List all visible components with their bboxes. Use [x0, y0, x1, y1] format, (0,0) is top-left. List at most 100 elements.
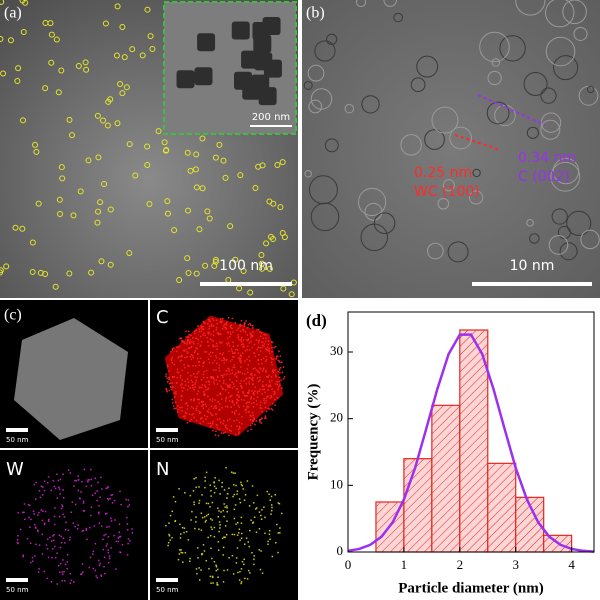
element-signal: [247, 430, 249, 432]
element-signal: [218, 332, 220, 335]
element-signal: [258, 380, 260, 383]
element-signal: [241, 352, 244, 354]
element-signal: [184, 356, 186, 359]
element-signal: [237, 571, 239, 574]
element-signal: [230, 425, 233, 427]
element-signal: [181, 552, 184, 554]
element-signal: [240, 380, 242, 382]
element-signal: [212, 398, 214, 400]
element-signal: [183, 527, 186, 529]
element-signal: [233, 533, 236, 536]
nanoparticle-marker: [171, 227, 178, 234]
element-signal: [226, 405, 229, 408]
element-signal: [225, 370, 227, 372]
nanoparticle-marker: [193, 270, 200, 277]
element-signal: [225, 426, 227, 429]
element-signal: [108, 555, 111, 557]
element-signal: [121, 543, 124, 546]
nanoparticle-marker: [7, 37, 14, 44]
element-signal: [195, 337, 198, 340]
element-signal: [262, 385, 264, 388]
element-signal: [256, 392, 259, 394]
element-signal: [233, 364, 235, 366]
element-signal: [259, 335, 262, 338]
nanoparticle-marker: [95, 208, 102, 215]
element-signal: [36, 529, 39, 532]
element-signal: [234, 472, 236, 474]
element-signal: [256, 348, 259, 351]
element-signal: [127, 542, 129, 545]
nanoparticle-marker: [0, 267, 4, 274]
element-signal: [249, 377, 252, 379]
element-signal: [171, 361, 174, 364]
element-signal: [272, 402, 274, 405]
element-signal: [268, 385, 270, 388]
element-signal: [198, 579, 201, 581]
element-signal: [256, 403, 258, 406]
element-signal: [221, 374, 224, 377]
element-signal: [241, 387, 243, 389]
element-signal: [62, 473, 64, 475]
element-signal: [166, 377, 168, 379]
element-signal: [100, 525, 103, 527]
nanoparticle-marker: [266, 265, 273, 272]
nanoparticle-marker: [66, 270, 73, 277]
element-signal: [115, 568, 117, 570]
lattice-fringe: [586, 85, 595, 94]
element-signal: [248, 349, 251, 351]
element-signal: [235, 348, 237, 351]
element-signal: [226, 510, 228, 513]
element-signal: [236, 393, 239, 396]
element-signal: [172, 375, 174, 378]
element-signal: [236, 425, 238, 427]
nanoparticle-marker: [237, 172, 244, 179]
element-signal: [51, 548, 54, 550]
element-signal: [195, 521, 197, 523]
element-signal: [266, 490, 268, 493]
element-signal: [254, 367, 256, 369]
element-signal: [249, 572, 251, 574]
element-signal: [50, 540, 53, 542]
element-signal: [205, 418, 207, 421]
element-signal: [185, 412, 188, 414]
element-signal: [265, 337, 267, 340]
element-signal: [262, 337, 264, 339]
element-signal: [179, 523, 181, 526]
element-signal: [232, 331, 234, 333]
nanoparticle-marker: [232, 256, 239, 263]
element-signal: [171, 347, 174, 350]
element-signal: [173, 347, 175, 349]
element-signal: [195, 568, 198, 570]
element-signal: [236, 398, 238, 401]
element-signal: [225, 398, 227, 400]
element-signal: [63, 579, 66, 582]
element-signal: [196, 547, 199, 549]
element-signal: [62, 496, 65, 499]
element-signal: [274, 345, 277, 348]
element-signal: [82, 571, 84, 573]
nanoparticle-marker: [119, 90, 126, 97]
nanoparticle-marker: [69, 132, 76, 139]
element-signal: [179, 337, 181, 340]
lattice-fringe: [486, 101, 510, 125]
element-signal: [260, 368, 262, 370]
y-tick-label: 20: [330, 410, 343, 425]
element-signal: [257, 346, 260, 348]
element-signal: [262, 367, 265, 369]
element-signal: [267, 389, 269, 391]
element-signal: [232, 495, 234, 498]
lattice-fringe: [553, 55, 579, 81]
nanoparticle-marker: [12, 224, 19, 231]
element-signal: [22, 555, 24, 558]
plane-label: C (002): [518, 169, 570, 185]
element-signal: [209, 506, 211, 508]
element-signal: [252, 383, 255, 385]
element-signal: [250, 340, 252, 343]
element-signal: [119, 551, 121, 553]
histogram-bar: [487, 462, 517, 553]
element-signal: [215, 487, 217, 490]
element-signal: [278, 368, 281, 370]
element-signal: [238, 413, 240, 415]
nanoparticle-marker: [0, 70, 7, 77]
nanoparticle-marker: [94, 219, 101, 226]
